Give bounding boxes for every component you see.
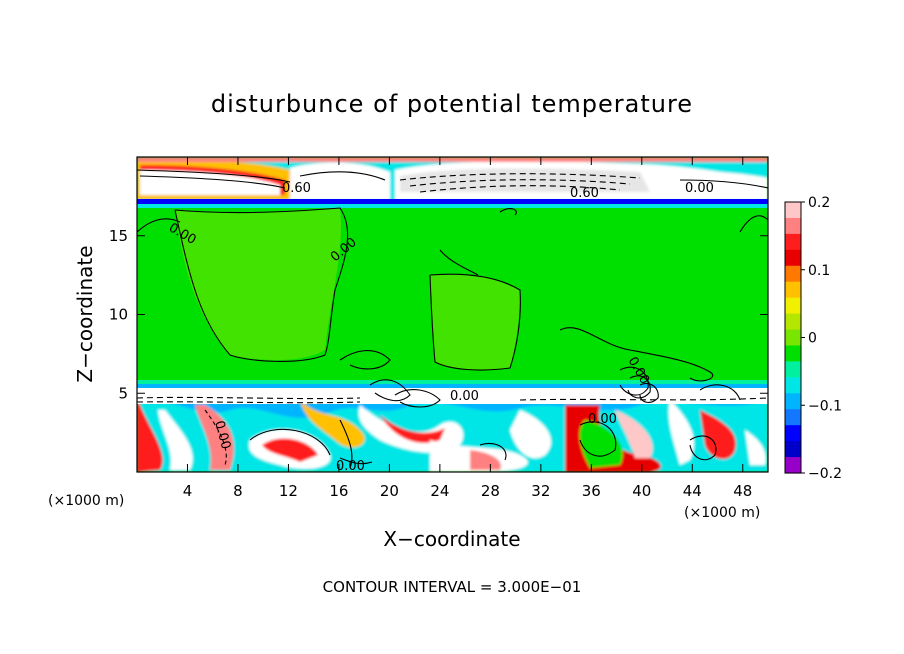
- colorbar-swatch: [785, 202, 801, 219]
- contour-label: 0.00: [336, 459, 365, 474]
- colorbar-swatch: [785, 441, 801, 458]
- lower-layer: [137, 392, 768, 472]
- x-tick-label: 28: [481, 482, 500, 500]
- y-tick-label: 15: [109, 227, 128, 245]
- colorbar-tick-label: −0.1: [808, 398, 842, 414]
- contour-label: 0.60: [570, 186, 599, 201]
- contour-label: 0.00: [450, 389, 479, 404]
- patch-west: [175, 208, 342, 360]
- x-tick-label: 48: [733, 482, 752, 500]
- colorbar-swatch: [785, 217, 801, 235]
- colorbar-swatch: [785, 249, 801, 267]
- colorbar-swatch: [785, 345, 801, 363]
- colorbar-tick-label: −0.2: [808, 466, 842, 482]
- contour-label: 0.00: [588, 412, 617, 427]
- x-axis: 4 8 12 16 20 24 28 32 36 40 44 48: [183, 157, 752, 500]
- x-tick-label: 44: [683, 482, 702, 500]
- colorbar-tick-label: 0.1: [808, 263, 830, 279]
- x-tick-label: 16: [329, 482, 348, 500]
- x-tick-label: 4: [183, 482, 193, 500]
- colorbar-swatch: [785, 457, 801, 474]
- contour-label: 0.00: [685, 181, 714, 196]
- x-tick-label: 40: [632, 482, 651, 500]
- y-axis-title: Z−coordinate: [73, 245, 97, 382]
- x-tick-label: 24: [430, 482, 449, 500]
- x-tick-label: 8: [233, 482, 243, 500]
- x-tick-label: 20: [380, 482, 399, 500]
- colorbar-swatch: [785, 361, 801, 378]
- x-axis-title: X−coordinate: [383, 527, 520, 551]
- colorbar-swatch: [785, 313, 801, 331]
- x-tick-label: 12: [279, 482, 298, 500]
- colorbar-swatch: [785, 409, 801, 426]
- colorbar-swatch: [785, 233, 801, 251]
- contour-interval-note: CONTOUR INTERVAL = 3.000E−01: [323, 578, 582, 596]
- colorbar-tick-label: 0: [808, 331, 817, 347]
- colorbar-ticks: 0.2 0.1 0 −0.1 −0.2: [801, 195, 842, 482]
- y-axis: 5 10 15: [109, 227, 768, 402]
- colorbar: [784, 201, 802, 474]
- y-tick-label: 10: [109, 306, 128, 324]
- contour-lines: [137, 169, 768, 469]
- colorbar-swatch: [785, 329, 801, 347]
- x-tick-label: 36: [582, 482, 601, 500]
- interface-17km: [137, 199, 768, 204]
- chart-title: disturbunce of potential temperature: [211, 90, 693, 118]
- colorbar-swatch: [785, 393, 801, 410]
- x-tick-label: 32: [531, 482, 550, 500]
- y-tick-label: 5: [118, 384, 128, 402]
- colorbar-swatch: [785, 377, 801, 394]
- colorbar-swatch: [785, 265, 801, 283]
- colorbar-swatch: [785, 281, 801, 299]
- heatmap-field: 0.60 0.60 0.00 0.00 0.00 0.00 0.00 0.00 …: [137, 157, 768, 474]
- contour-label: 0.00: [211, 419, 233, 451]
- colorbar-swatch: [785, 297, 801, 315]
- colorbar-swatch: [785, 425, 801, 442]
- patch-center: [430, 274, 520, 370]
- x-unit-right: (×1000 m): [684, 505, 760, 521]
- contour-label: 0.60: [282, 181, 311, 196]
- x-unit-left: (×1000 m): [48, 493, 124, 509]
- colorbar-tick-label: 0.2: [808, 195, 830, 211]
